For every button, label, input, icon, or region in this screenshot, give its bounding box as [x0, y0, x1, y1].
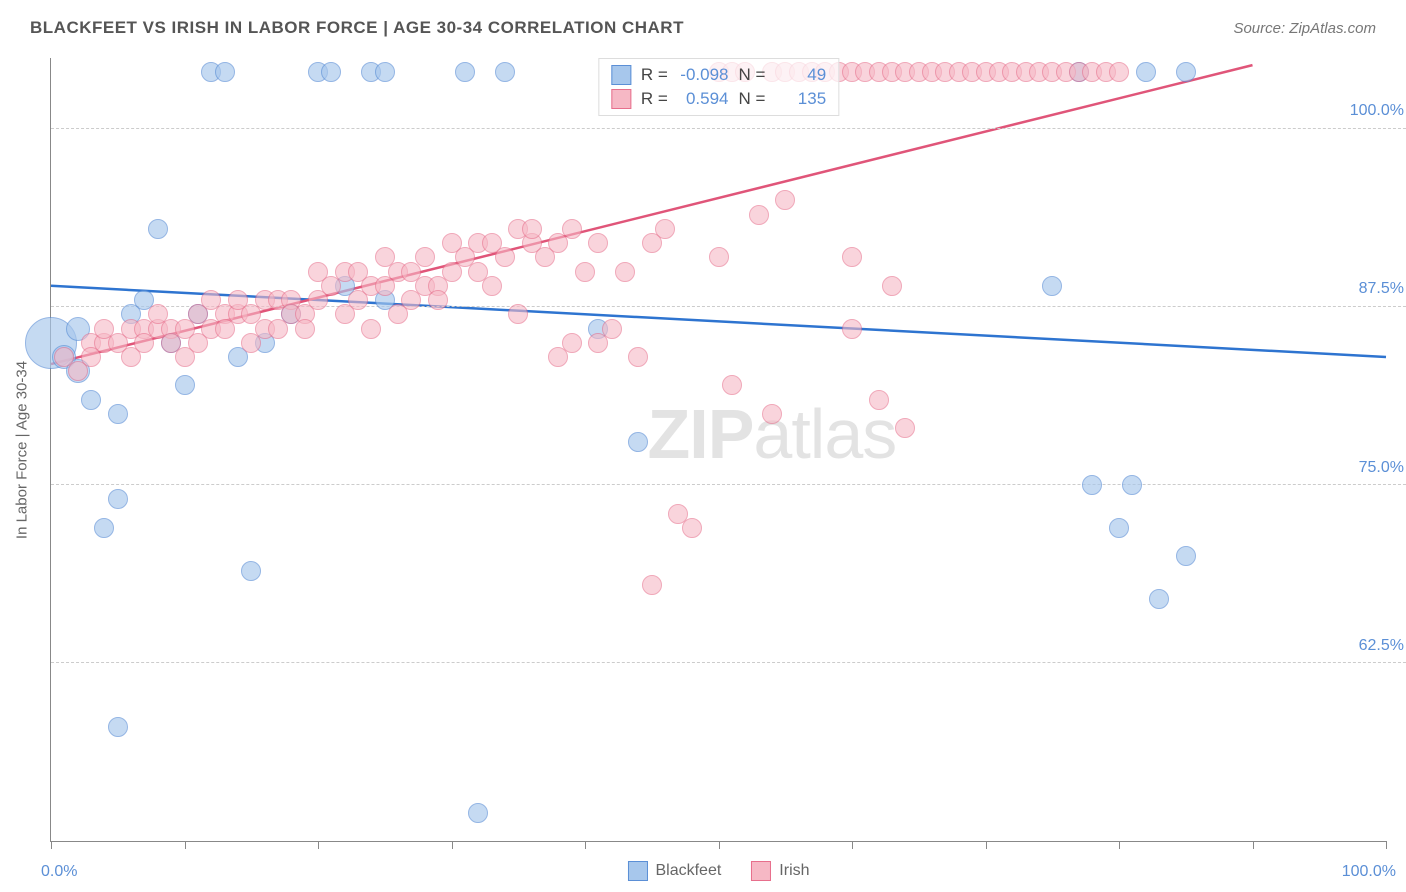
data-point: [1042, 276, 1062, 296]
data-point: [81, 390, 101, 410]
x-tick: [1253, 841, 1254, 849]
y-tick-label: 62.5%: [1359, 637, 1404, 655]
x-tick: [719, 841, 720, 849]
data-point: [108, 404, 128, 424]
y-tick-label: 100.0%: [1350, 102, 1404, 120]
data-point: [495, 62, 515, 82]
data-point: [375, 62, 395, 82]
data-point: [642, 575, 662, 595]
data-point: [762, 404, 782, 424]
data-point: [495, 247, 515, 267]
legend-item: Irish: [751, 861, 809, 881]
source-label: Source: ZipAtlas.com: [1233, 20, 1376, 37]
stats-box: R = -0.098 N = 49 R = 0.594 N = 135: [598, 58, 839, 116]
data-point: [428, 290, 448, 310]
data-point: [468, 803, 488, 823]
data-point: [241, 561, 261, 581]
data-point: [1082, 475, 1102, 495]
gridline: [51, 484, 1406, 485]
stats-r: R = 0.594: [641, 89, 729, 109]
data-point: [1136, 62, 1156, 82]
header: BLACKFEET VS IRISH IN LABOR FORCE | AGE …: [0, 0, 1406, 48]
stats-swatch: [611, 89, 631, 109]
y-tick-label: 75.0%: [1359, 459, 1404, 477]
stats-n: N = 49: [739, 65, 827, 85]
x-tick: [185, 841, 186, 849]
data-point: [842, 319, 862, 339]
data-point: [148, 219, 168, 239]
data-point: [295, 319, 315, 339]
data-point: [1149, 589, 1169, 609]
x-tick: [585, 841, 586, 849]
data-point: [482, 276, 502, 296]
legend-item: Blackfeet: [627, 861, 721, 881]
data-point: [749, 205, 769, 225]
data-point: [602, 319, 622, 339]
legend-label: Irish: [779, 862, 809, 880]
x-axis-min-label: 0.0%: [41, 863, 77, 881]
data-point: [1176, 546, 1196, 566]
data-point: [321, 62, 341, 82]
data-point: [562, 219, 582, 239]
stats-row: R = -0.098 N = 49: [611, 63, 826, 87]
y-tick-label: 87.5%: [1359, 280, 1404, 298]
stats-row: R = 0.594 N = 135: [611, 87, 826, 111]
data-point: [108, 717, 128, 737]
x-tick: [986, 841, 987, 849]
legend-label: Blackfeet: [655, 862, 721, 880]
plot-area: ZIPatlas R = -0.098N = 49R = 0.594N = 13…: [50, 58, 1386, 842]
gridline: [51, 128, 1406, 129]
data-point: [108, 489, 128, 509]
data-point: [895, 418, 915, 438]
data-point: [215, 62, 235, 82]
data-point: [842, 247, 862, 267]
data-point: [455, 62, 475, 82]
data-point: [575, 262, 595, 282]
chart-title: BLACKFEET VS IRISH IN LABOR FORCE | AGE …: [30, 18, 684, 38]
trend-lines: [51, 58, 1386, 841]
y-axis-label: In Labor Force | Age 30-34: [14, 361, 31, 539]
stats-r: R = -0.098: [641, 65, 729, 85]
data-point: [1109, 518, 1129, 538]
x-axis-max-label: 100.0%: [1342, 863, 1396, 881]
data-point: [522, 219, 542, 239]
data-point: [508, 304, 528, 324]
data-point: [415, 247, 435, 267]
data-point: [175, 375, 195, 395]
data-point: [1176, 62, 1196, 82]
data-point: [709, 247, 729, 267]
x-tick: [318, 841, 319, 849]
legend-swatch: [751, 861, 771, 881]
data-point: [361, 319, 381, 339]
stats-n: N = 135: [739, 89, 827, 109]
data-point: [615, 262, 635, 282]
data-point: [775, 190, 795, 210]
data-point: [655, 219, 675, 239]
data-point: [682, 518, 702, 538]
data-point: [94, 518, 114, 538]
gridline: [51, 662, 1406, 663]
x-tick: [852, 841, 853, 849]
data-point: [628, 432, 648, 452]
data-point: [628, 347, 648, 367]
data-point: [882, 276, 902, 296]
plot-wrap: In Labor Force | Age 30-34 ZIPatlas R = …: [50, 58, 1386, 842]
data-point: [1109, 62, 1129, 82]
x-tick: [452, 841, 453, 849]
data-point: [1122, 475, 1142, 495]
data-point: [562, 333, 582, 353]
stats-swatch: [611, 65, 631, 85]
x-tick: [1119, 841, 1120, 849]
data-point: [869, 390, 889, 410]
x-tick: [51, 841, 52, 849]
x-tick: [1386, 841, 1387, 849]
data-point: [722, 375, 742, 395]
legend-swatch: [627, 861, 647, 881]
legend: Blackfeet Irish: [627, 861, 809, 881]
data-point: [588, 233, 608, 253]
